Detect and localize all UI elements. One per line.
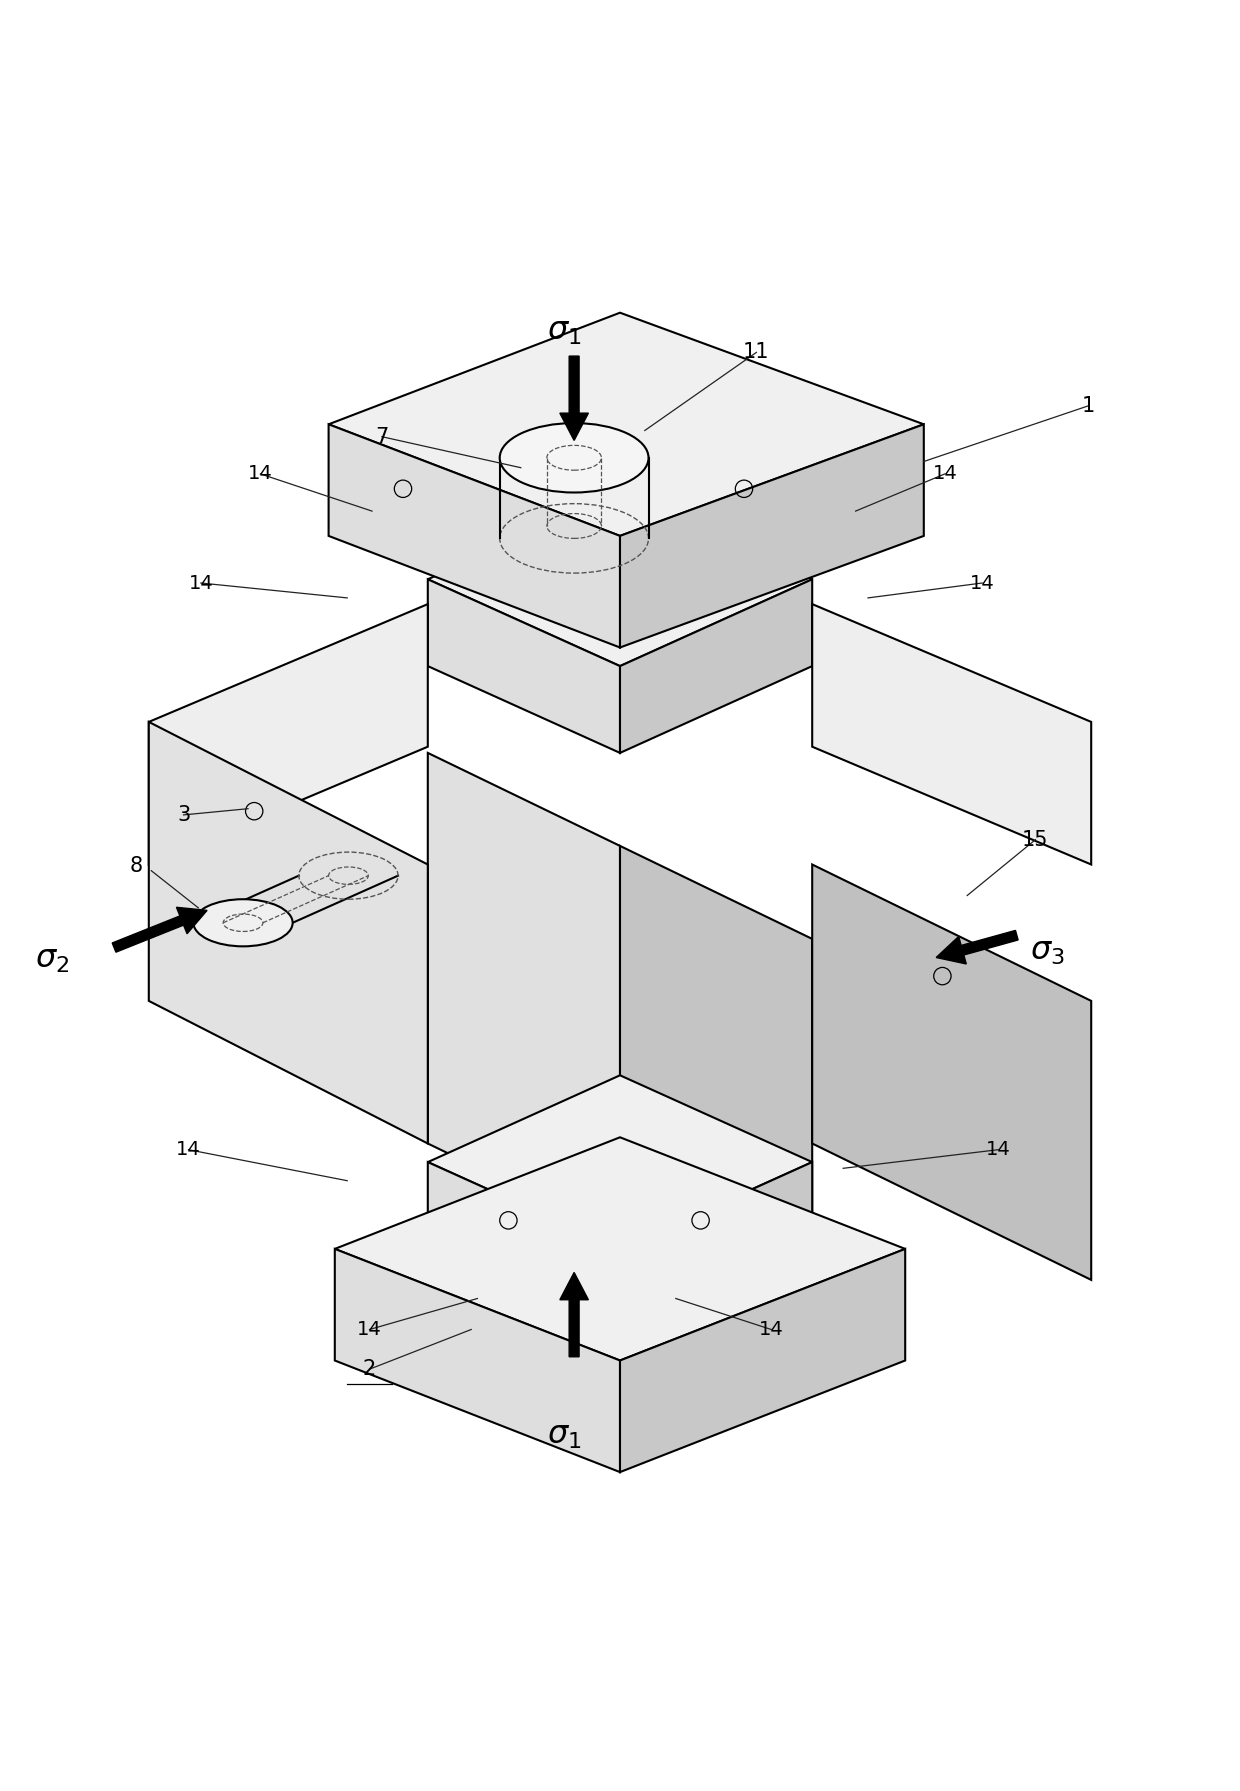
Polygon shape (428, 1075, 812, 1248)
Polygon shape (620, 424, 924, 648)
Text: 15: 15 (1022, 829, 1049, 849)
Ellipse shape (500, 423, 649, 493)
FancyArrow shape (936, 930, 1018, 964)
Polygon shape (812, 865, 1091, 1281)
Polygon shape (812, 604, 1091, 865)
Text: 14: 14 (176, 1141, 201, 1159)
Polygon shape (335, 1248, 620, 1472)
Ellipse shape (193, 899, 293, 946)
Text: $\boldsymbol{\sigma_1}$: $\boldsymbol{\sigma_1}$ (547, 1420, 582, 1451)
Polygon shape (149, 722, 428, 1143)
Polygon shape (428, 493, 812, 666)
Text: 14: 14 (970, 573, 994, 593)
Text: 14: 14 (357, 1320, 382, 1340)
Polygon shape (329, 424, 620, 648)
Text: 3: 3 (177, 804, 190, 826)
Text: 11: 11 (743, 342, 770, 362)
Text: 7: 7 (376, 426, 388, 446)
Polygon shape (620, 1248, 905, 1472)
Polygon shape (620, 578, 812, 752)
Text: 14: 14 (986, 1141, 1011, 1159)
Text: $\boldsymbol{\sigma_1}$: $\boldsymbol{\sigma_1}$ (547, 317, 582, 347)
Text: 1: 1 (1083, 396, 1095, 416)
Text: 14: 14 (248, 464, 273, 484)
FancyArrow shape (560, 1272, 588, 1358)
Polygon shape (428, 578, 620, 752)
Polygon shape (620, 1162, 812, 1336)
Polygon shape (428, 752, 620, 1236)
Text: $\boldsymbol{\sigma_2}$: $\boldsymbol{\sigma_2}$ (35, 944, 69, 976)
FancyArrow shape (560, 356, 588, 441)
FancyArrow shape (113, 908, 207, 953)
Text: 8: 8 (130, 856, 143, 876)
Polygon shape (329, 313, 924, 536)
Polygon shape (620, 845, 812, 1329)
Text: 14: 14 (188, 573, 213, 593)
Text: 14: 14 (932, 464, 957, 484)
Text: $\boldsymbol{\sigma_3}$: $\boldsymbol{\sigma_3}$ (1030, 937, 1065, 967)
Polygon shape (149, 604, 428, 865)
Polygon shape (428, 1162, 620, 1336)
Polygon shape (335, 1137, 905, 1361)
Text: 14: 14 (759, 1320, 784, 1340)
Text: 2: 2 (363, 1359, 376, 1379)
